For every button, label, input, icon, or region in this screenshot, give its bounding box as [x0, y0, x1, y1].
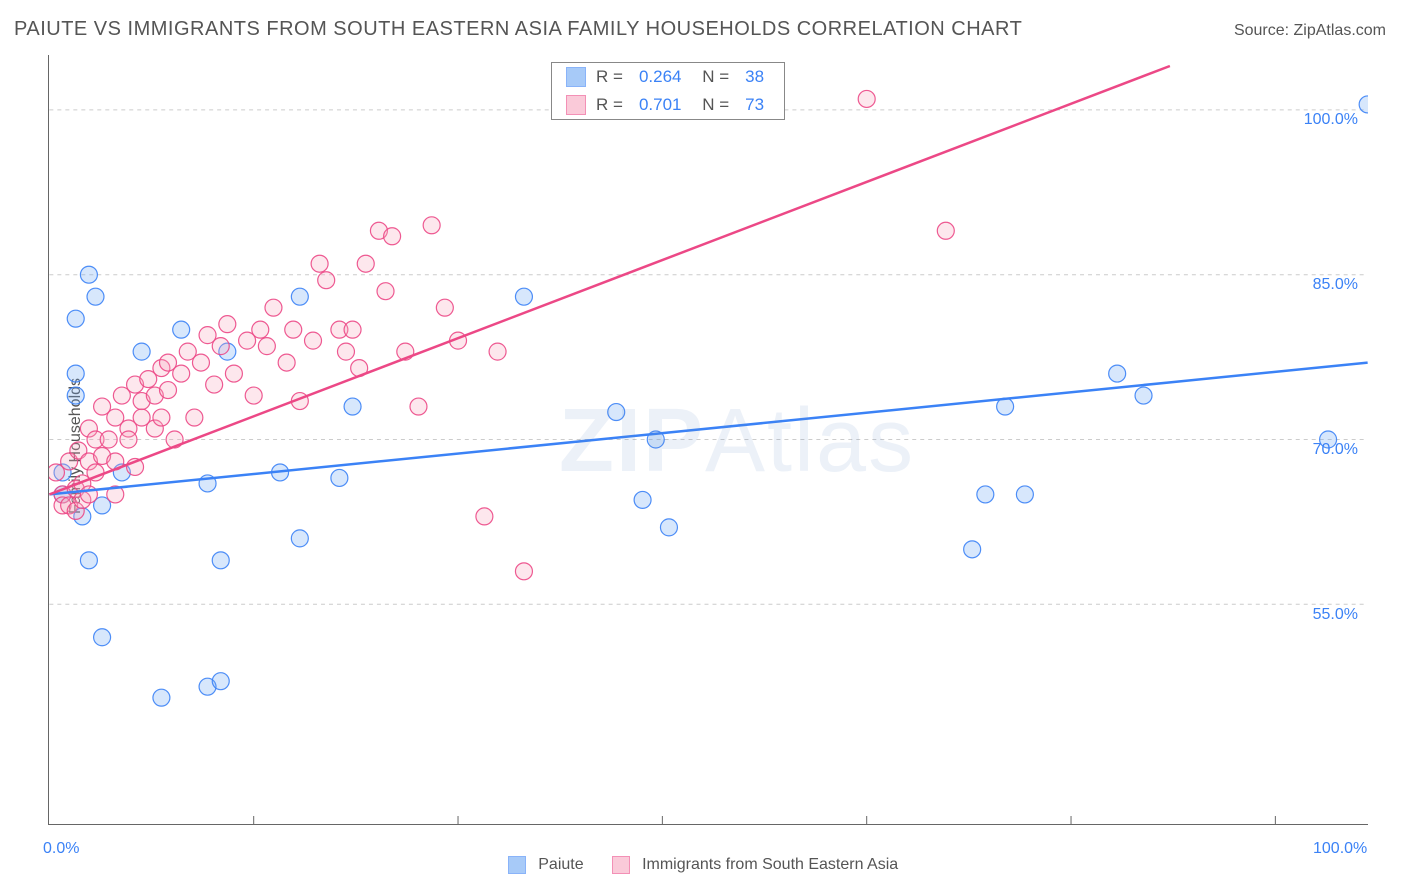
- legend-r-label: R =: [596, 67, 623, 87]
- chart-title: PAIUTE VS IMMIGRANTS FROM SOUTH EASTERN …: [14, 18, 1022, 41]
- legend-n-label: N =: [697, 67, 729, 87]
- legend-r-value-1: 0.264: [639, 67, 682, 87]
- source-attribution: Source: ZipAtlas.com: [1234, 22, 1386, 40]
- legend-n-label: N =: [697, 95, 729, 115]
- legend-n-value-1: 38: [745, 67, 764, 87]
- legend-r-label: R =: [596, 95, 623, 115]
- legend-label-immigrants: Immigrants from South Eastern Asia: [642, 856, 898, 873]
- legend-swatch-immigrants: [566, 95, 586, 115]
- chart-header: PAIUTE VS IMMIGRANTS FROM SOUTH EASTERN …: [14, 18, 1386, 41]
- legend-r-value-2: 0.701: [639, 95, 682, 115]
- legend-row-1: R = 0.264 N = 38: [552, 63, 784, 91]
- legend-swatch-icon: [508, 856, 526, 874]
- legend-item-paiute: Paiute: [508, 856, 584, 874]
- legend-swatch-icon: [612, 856, 630, 874]
- correlation-legend: R = 0.264 N = 38 R = 0.701 N = 73: [551, 62, 785, 120]
- scatter-plot-svg: [49, 55, 1368, 824]
- legend-item-immigrants: Immigrants from South Eastern Asia: [612, 856, 899, 874]
- legend-swatch-paiute: [566, 67, 586, 87]
- legend-row-2: R = 0.701 N = 73: [552, 91, 784, 119]
- plot-area: ZIPAtlas R = 0.264 N = 38 R = 0.701 N = …: [48, 55, 1368, 825]
- legend-label-paiute: Paiute: [538, 856, 583, 873]
- series-legend: Paiute Immigrants from South Eastern Asi…: [0, 856, 1406, 874]
- legend-n-value-2: 73: [745, 95, 764, 115]
